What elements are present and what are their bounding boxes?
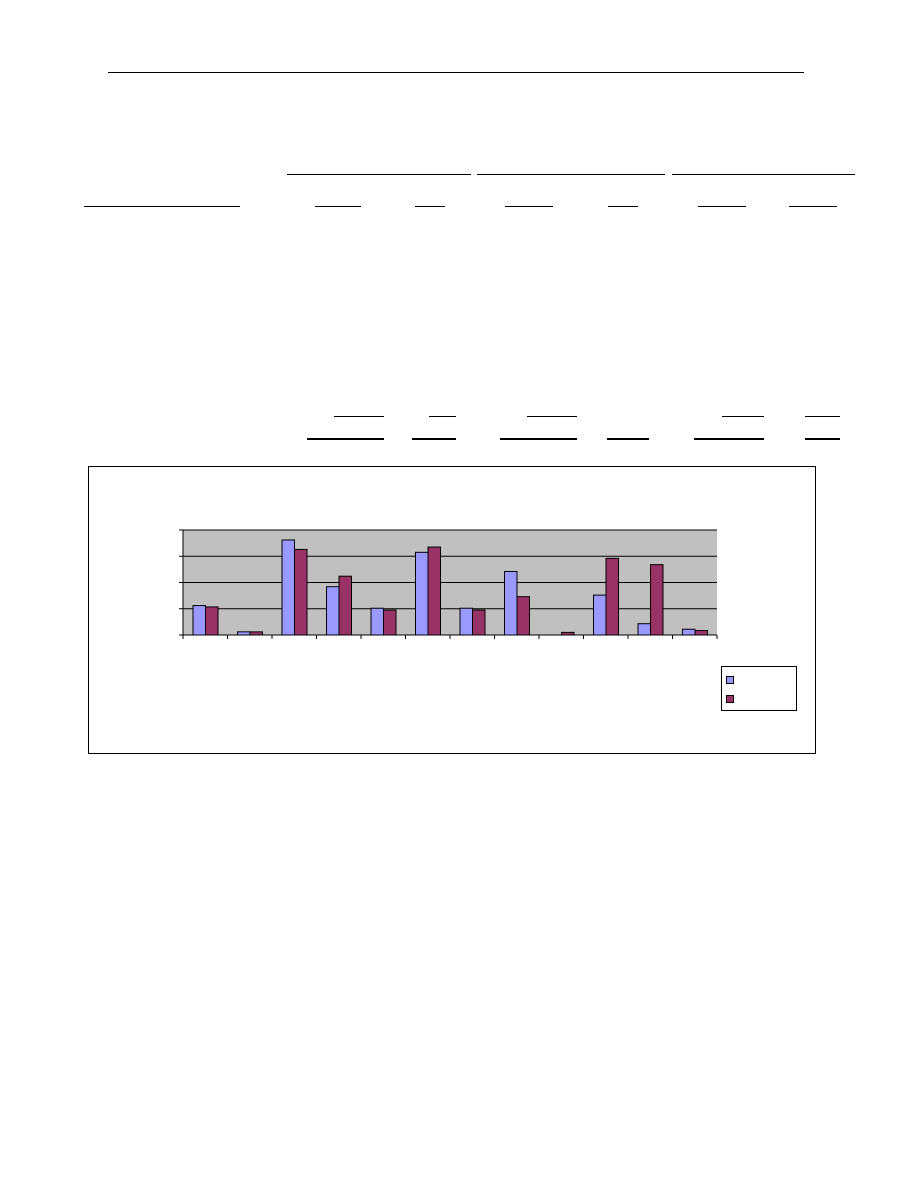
column-header-rule-6 xyxy=(789,206,837,207)
total-rule-6 xyxy=(805,438,840,440)
legend xyxy=(721,666,797,711)
bar-series-2-cat-5 xyxy=(383,609,397,636)
legend-swatch-series-1 xyxy=(726,676,734,684)
column-header-rule-5 xyxy=(698,206,746,207)
bar-series-2-cat-4 xyxy=(338,575,352,636)
bar-series-1-cat-3 xyxy=(281,539,295,636)
chart-frame xyxy=(88,466,816,754)
bar-series-1-cat-1 xyxy=(192,605,206,636)
total-rule-2 xyxy=(412,438,456,440)
subtotal-rule-1 xyxy=(334,416,384,417)
bar-series-1-cat-7 xyxy=(459,607,473,636)
row-header-rule xyxy=(84,206,240,207)
column-header-rule-1 xyxy=(315,206,361,207)
bar-series-2-cat-8 xyxy=(516,596,530,636)
total-rule-5 xyxy=(694,438,764,440)
bar-series-1-cat-8 xyxy=(504,570,518,636)
column-group-rule-3 xyxy=(672,174,855,175)
bar-series-1-cat-11 xyxy=(637,623,651,636)
bar-series-1-cat-6 xyxy=(415,551,429,636)
page-header-rule xyxy=(108,72,804,73)
bar-series-1-cat-5 xyxy=(370,607,384,636)
column-header-rule-2 xyxy=(415,206,445,207)
bar-series-2-cat-3 xyxy=(294,548,308,636)
total-rule-1 xyxy=(307,438,384,440)
legend-item-series-2 xyxy=(726,694,740,704)
column-header-rule-3 xyxy=(505,206,553,207)
total-rule-4 xyxy=(607,438,649,440)
bar-series-2-cat-7 xyxy=(472,609,486,636)
bar-series-2-cat-11 xyxy=(650,564,664,636)
bar-series-1-cat-10 xyxy=(593,594,607,636)
subtotal-rule-4 xyxy=(722,416,764,417)
bar-series-2-cat-6 xyxy=(427,546,441,636)
legend-item-series-1 xyxy=(726,675,740,685)
bar-chart xyxy=(179,529,718,639)
bar-series-2-cat-10 xyxy=(605,557,619,636)
bar-series-2-cat-1 xyxy=(205,606,219,636)
subtotal-rule-2 xyxy=(429,416,456,417)
subtotal-rule-5 xyxy=(805,416,840,417)
subtotal-rule-3 xyxy=(527,416,577,417)
column-group-rule-1 xyxy=(287,174,471,175)
bars xyxy=(192,539,708,636)
axes xyxy=(179,529,718,639)
bar-series-2-cat-12 xyxy=(694,630,708,636)
total-rule-3 xyxy=(500,438,577,440)
bar-series-1-cat-12 xyxy=(682,628,696,636)
bar-series-1-cat-4 xyxy=(326,586,340,636)
column-header-rule-4 xyxy=(608,206,638,207)
legend-swatch-series-2 xyxy=(726,695,734,703)
column-group-rule-2 xyxy=(477,174,665,175)
